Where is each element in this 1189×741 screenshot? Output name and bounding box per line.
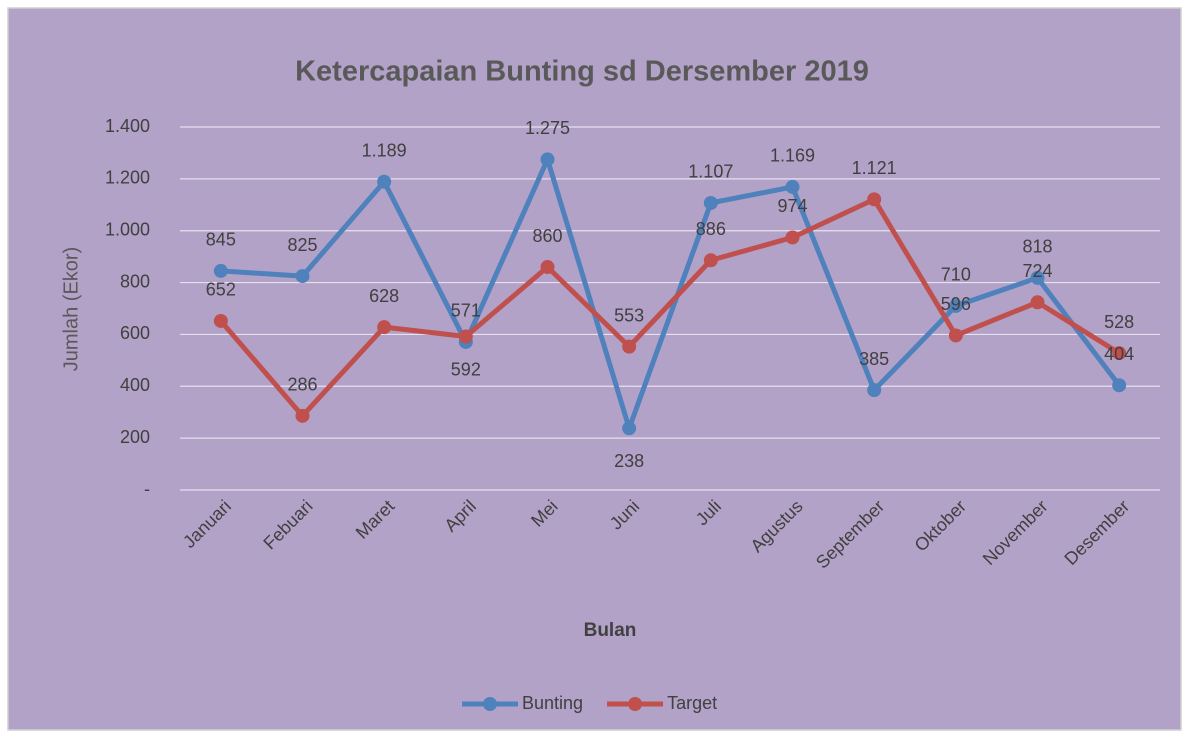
- data-label: 592: [451, 359, 481, 379]
- data-point: [295, 269, 310, 284]
- data-point: [1030, 270, 1045, 285]
- legend-marker: [483, 697, 497, 711]
- data-label: 628: [369, 286, 399, 306]
- data-label: 1.121: [852, 158, 897, 178]
- data-point: [377, 320, 392, 335]
- data-point: [948, 328, 963, 343]
- data-point: [785, 179, 800, 194]
- data-point: [295, 408, 310, 423]
- data-label: 1.189: [362, 140, 407, 160]
- data-point: [622, 339, 637, 354]
- data-label: 1.275: [525, 118, 570, 138]
- data-label: 974: [777, 196, 807, 216]
- y-tick-label: 600: [120, 323, 150, 343]
- y-tick-label: 200: [120, 427, 150, 447]
- legend-label: Bunting: [522, 693, 583, 713]
- data-point: [703, 253, 718, 268]
- data-point: [213, 263, 228, 278]
- data-label: 571: [451, 301, 481, 321]
- data-point: [1112, 346, 1127, 361]
- data-label: 724: [1022, 261, 1052, 281]
- y-tick-label: 1.200: [105, 168, 150, 188]
- y-tick-label: -: [144, 479, 150, 499]
- data-label: 825: [287, 235, 317, 255]
- data-point: [540, 260, 555, 275]
- data-label: 818: [1022, 237, 1052, 257]
- data-point: [540, 152, 555, 167]
- x-axis-label: Bulan: [584, 620, 637, 641]
- y-axis-label: Jumlah (Ekor): [60, 247, 82, 371]
- data-label: 553: [614, 305, 644, 325]
- data-point: [703, 195, 718, 210]
- data-label: 404: [1104, 344, 1134, 364]
- lines: [213, 152, 1127, 436]
- data-point: [867, 383, 882, 398]
- data-point: [622, 421, 637, 436]
- y-tick-label: 400: [120, 375, 150, 395]
- data-label: 528: [1104, 312, 1134, 332]
- data-label: 385: [859, 349, 889, 369]
- data-label: 710: [941, 265, 971, 285]
- data-label: 652: [206, 280, 236, 300]
- chart-background: [7, 7, 1182, 731]
- data-point: [948, 298, 963, 313]
- data-label: 596: [941, 294, 971, 314]
- data-label: 1.169: [770, 146, 815, 166]
- legend-label: Target: [667, 693, 717, 713]
- data-label: 845: [206, 230, 236, 250]
- data-label: 286: [287, 375, 317, 395]
- legend-marker: [628, 697, 643, 711]
- data-label: 238: [614, 451, 644, 471]
- data-point: [867, 192, 882, 207]
- data-label: 860: [532, 226, 562, 246]
- y-tick-label: 800: [120, 271, 150, 291]
- series-line: [220, 156, 1122, 431]
- data-point: [213, 313, 228, 328]
- data-label: 1.107: [688, 162, 733, 182]
- data-point: [1030, 295, 1045, 310]
- series-line: [218, 196, 1121, 419]
- data-point: [458, 329, 473, 344]
- data-point: [785, 230, 800, 245]
- chart-title: Ketercapaian Bunting sd Dersember 2019: [295, 56, 869, 88]
- labels: 845 825 1.189 571 1.275 238 1.107 1.169 385 710 81…: [206, 118, 1134, 713]
- data-label: 886: [696, 219, 726, 239]
- y-tick-label: 1.400: [105, 116, 150, 136]
- y-tick-label: 1.000: [105, 219, 150, 239]
- data-point: [1112, 378, 1127, 393]
- data-point: [377, 174, 392, 189]
